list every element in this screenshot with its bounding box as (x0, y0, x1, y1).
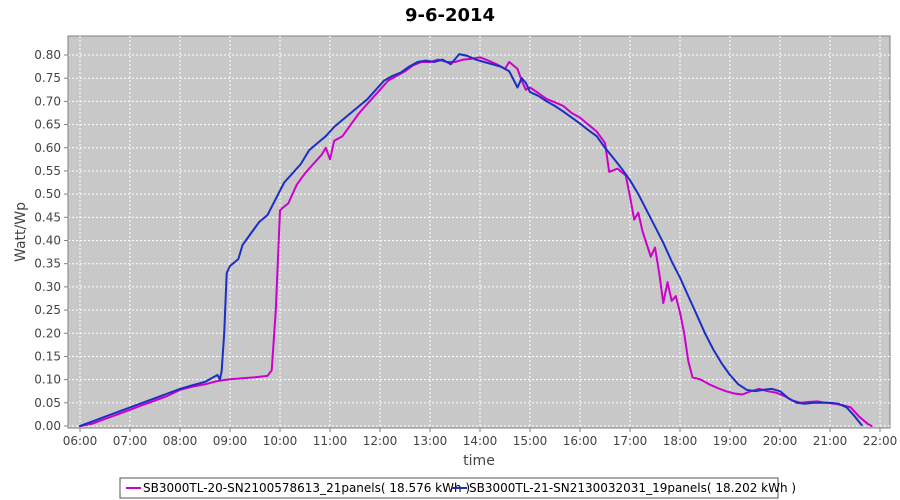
x-tick-label: 16:00 (563, 434, 598, 448)
legend-box (119, 477, 779, 499)
x-tick-label: 18:00 (663, 434, 698, 448)
y-tick-label: 0.15 (34, 349, 61, 363)
legend-label-series-2: SB3000TL-21-SN2130032031_19panels( 18.20… (469, 481, 796, 495)
x-tick-label: 14:00 (463, 434, 498, 448)
x-tick-label: 11:00 (313, 434, 348, 448)
y-tick-label: 0.75 (34, 71, 61, 85)
y-tick-label: 0.80 (34, 48, 61, 62)
chart-title: 9-6-2014 (405, 5, 495, 26)
x-tick-label: 09:00 (213, 434, 248, 448)
x-tick-label: 13:00 (413, 434, 448, 448)
y-axis-label: Watt/Wp (13, 202, 29, 262)
x-tick-label: 12:00 (363, 434, 398, 448)
y-tick-label: 0.50 (34, 187, 61, 201)
x-tick-label: 10:00 (263, 434, 298, 448)
series-line-2 (79, 53, 863, 427)
x-tick-label: 08:00 (163, 434, 198, 448)
y-tick-label: 0.70 (34, 94, 61, 108)
y-axis: 0.00 0.05 0.10 0.15 0.20 0.25 0.30 0.35 0.40 0.45… (34, 36, 69, 433)
y-tick-label: 0.55 (34, 164, 61, 178)
x-tick-label: 21:00 (813, 434, 848, 448)
y-tick-label: 0.05 (34, 396, 61, 410)
x-tick-label: 22:00 (863, 434, 898, 448)
x-tick-label: 17:00 (613, 434, 648, 448)
x-tick-label: 06:00 (63, 434, 98, 448)
y-tick-label: 0.30 (34, 280, 61, 294)
x-tick-label: 07:00 (113, 434, 148, 448)
y-tick-label: 0.25 (34, 303, 61, 317)
y-tick-label: 0.10 (34, 373, 61, 387)
legend: SB3000TL-20-SN2100578613_21panels( 18.57… (119, 477, 796, 499)
y-tick-label: 0.40 (34, 234, 61, 248)
legend-label-series-1: SB3000TL-20-SN2100578613_21panels( 18.57… (143, 481, 470, 495)
y-tick-label: 0.65 (34, 118, 61, 132)
x-tick-label: 20:00 (763, 434, 798, 448)
x-axis: 06:00 07:00 08:00 09:00 10:00 11:00 12:00 13:00… (63, 427, 898, 448)
x-tick-label: 15:00 (513, 434, 548, 448)
series-lines (79, 53, 873, 427)
x-tick-label: 19:00 (713, 434, 748, 448)
y-tick-label: 0.60 (34, 141, 61, 155)
y-tick-label: 0.00 (34, 419, 61, 433)
y-tick-label: 0.35 (34, 257, 61, 271)
x-axis-label: time (463, 453, 495, 469)
y-tick-label: 0.45 (34, 210, 61, 224)
plot-area (67, 35, 891, 429)
y-tick-label: 0.20 (34, 326, 61, 340)
